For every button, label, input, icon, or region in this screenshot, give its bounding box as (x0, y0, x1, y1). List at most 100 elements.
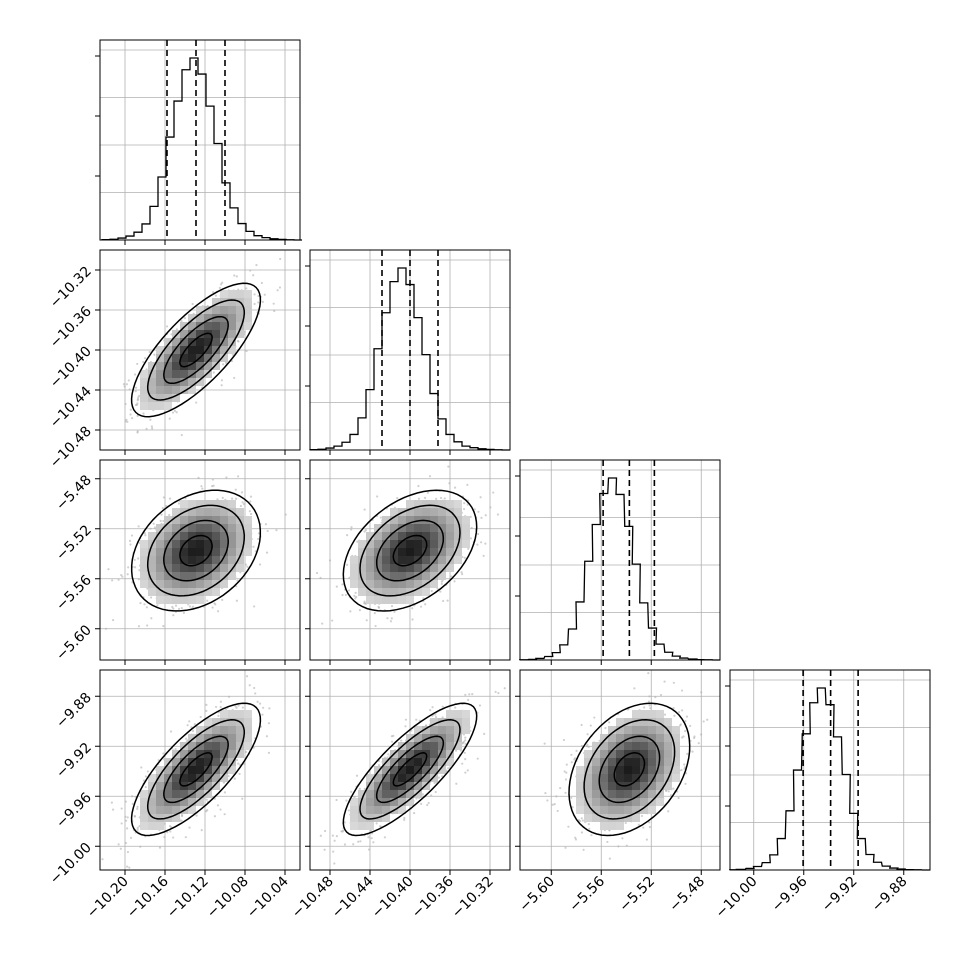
density-cell (624, 790, 632, 798)
density-cell (592, 758, 600, 766)
density-cell (398, 588, 406, 596)
y-tick-label: −10.00 (47, 840, 95, 888)
density-cell (438, 572, 446, 580)
sample-point (580, 723, 583, 727)
density-cell (632, 726, 640, 734)
sample-point (134, 390, 137, 393)
density-cell (164, 766, 172, 774)
density-cell (374, 588, 382, 596)
density-cell (672, 758, 680, 766)
sample-point (590, 834, 593, 837)
density-cell (180, 386, 188, 394)
sample-point (503, 687, 506, 690)
sample-point (492, 491, 495, 494)
density-cell (156, 354, 164, 362)
density-cell (616, 718, 624, 726)
density-cell (382, 766, 390, 774)
sample-point (575, 749, 578, 752)
density-cell (398, 580, 406, 588)
sample-point (466, 483, 469, 486)
sample-point (610, 871, 612, 873)
density-cell (374, 556, 382, 564)
x-tick-label: −9.96 (769, 873, 811, 915)
y-tick-label: −9.88 (53, 690, 95, 732)
sample-point (648, 695, 651, 698)
density-cell (228, 750, 236, 758)
density-cell (156, 370, 164, 378)
sample-point (171, 411, 175, 414)
sample-point (544, 792, 547, 795)
density-cell (656, 774, 664, 782)
sample-point (608, 721, 611, 724)
y-tick-label: −10.32 (47, 264, 95, 312)
density-cell (640, 734, 648, 742)
sample-point (191, 605, 195, 608)
sample-point (235, 599, 238, 602)
panel-content (101, 675, 271, 869)
density-cell (188, 734, 196, 742)
density-cell (438, 548, 446, 556)
density-cell (462, 710, 470, 718)
sample-point (659, 693, 663, 697)
density-cell (228, 540, 236, 548)
sample-point (684, 719, 687, 723)
density-cell (648, 806, 656, 814)
density-cell (164, 774, 172, 782)
sample-point (461, 762, 464, 765)
density-cell (156, 394, 164, 402)
sample-point (667, 790, 670, 793)
contour-line (598, 735, 661, 804)
sample-point (355, 774, 359, 777)
sample-point (261, 713, 264, 716)
sample-point (667, 810, 670, 813)
density-cell (236, 564, 244, 572)
density-cell (204, 370, 212, 378)
sample-point (392, 734, 395, 737)
sample-point (127, 379, 130, 382)
density-cell (374, 548, 382, 556)
sample-point (677, 796, 680, 800)
density-cell (180, 370, 188, 378)
density-cell (156, 540, 164, 548)
density-cell (624, 766, 632, 774)
sample-point (191, 302, 194, 306)
density-cell (406, 564, 414, 572)
density-cell (446, 750, 454, 758)
sample-point (640, 814, 644, 818)
sample-point (184, 836, 187, 839)
scatter-panel-1-0: −10.48−10.44−10.40−10.36−10.32 (47, 249, 301, 471)
density-cell (196, 346, 204, 354)
density-cell (438, 516, 446, 524)
density-cell (164, 532, 172, 540)
density-cell (204, 338, 212, 346)
sample-point (453, 486, 457, 489)
density-cell (608, 782, 616, 790)
density-cell (148, 798, 156, 806)
sample-point (174, 604, 178, 607)
density-cell (156, 766, 164, 774)
sample-point (168, 497, 172, 500)
sample-point (145, 427, 148, 430)
sample-point (127, 566, 130, 569)
contour-line (613, 752, 646, 787)
sample-point (245, 349, 248, 353)
density-cell (608, 766, 616, 774)
sample-point (126, 827, 129, 830)
density-cell (664, 718, 672, 726)
density-cell (172, 508, 180, 516)
density-cell (422, 532, 430, 540)
density-cell (196, 564, 204, 572)
sample-point (476, 532, 480, 536)
density-cell (406, 798, 414, 806)
sample-point (514, 459, 516, 461)
sample-point (379, 516, 382, 519)
density-cell (204, 718, 212, 726)
density-cell (204, 742, 212, 750)
sample-point (586, 733, 589, 736)
density-cell (640, 750, 648, 758)
density-cell (358, 564, 366, 572)
density-cell (390, 580, 398, 588)
density-cell (220, 742, 228, 750)
density-cell (188, 564, 196, 572)
sample-point (241, 501, 244, 504)
